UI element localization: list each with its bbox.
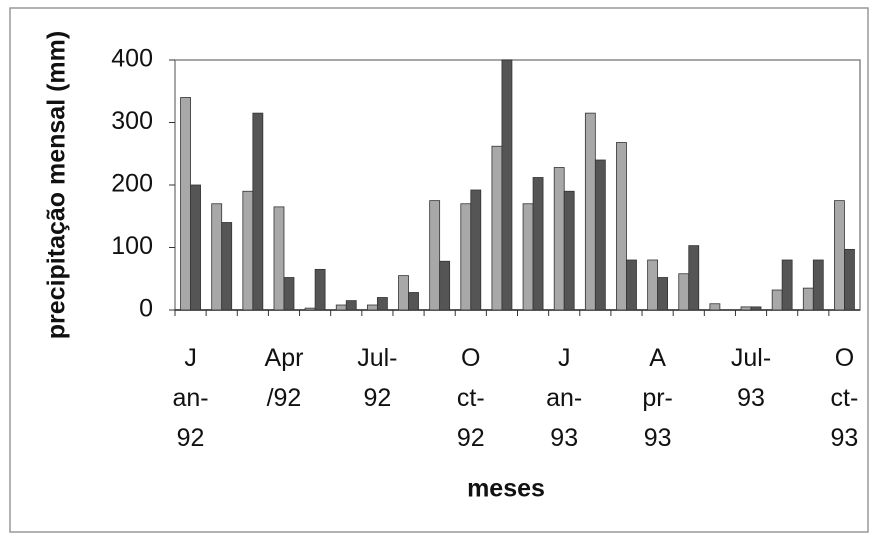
bar xyxy=(190,184,201,311)
x-tick-label: J an- 92 xyxy=(172,344,209,452)
bar xyxy=(834,200,845,311)
bar xyxy=(594,159,606,311)
bar xyxy=(242,190,254,311)
y-tick-label: 400 xyxy=(111,45,153,73)
x-tick-label: Apr /92 xyxy=(264,344,304,412)
bar xyxy=(314,268,326,311)
bar xyxy=(584,112,596,311)
bar xyxy=(616,142,627,311)
bar xyxy=(335,304,347,311)
bar xyxy=(491,145,503,311)
bar xyxy=(460,203,472,311)
bar xyxy=(647,259,659,311)
chart-border xyxy=(9,7,869,533)
bar xyxy=(376,297,388,311)
y-tick-label: 300 xyxy=(111,107,153,135)
y-tick-label: 200 xyxy=(111,170,153,198)
bar xyxy=(429,200,441,311)
bar xyxy=(345,300,357,311)
y-tick-label: 100 xyxy=(111,232,153,260)
bar xyxy=(398,275,409,311)
bar xyxy=(844,248,855,311)
bar xyxy=(211,203,223,311)
x-axis-title: meses xyxy=(467,475,545,503)
bar xyxy=(771,289,783,311)
bar xyxy=(626,259,637,311)
bar xyxy=(470,189,482,311)
x-tick-label: O ct- 92 xyxy=(456,344,485,452)
bar xyxy=(366,304,378,311)
y-tick-label: 0 xyxy=(139,295,153,323)
bar xyxy=(657,277,669,311)
bar xyxy=(408,292,419,311)
bar xyxy=(252,112,264,311)
bar xyxy=(563,190,575,311)
bar xyxy=(304,307,316,311)
bar xyxy=(522,203,534,311)
bar xyxy=(283,277,295,311)
bar xyxy=(221,222,233,311)
bar xyxy=(678,273,690,311)
y-axis-title: precipitação mensal (mm) xyxy=(43,31,71,339)
bar xyxy=(553,167,565,311)
bar xyxy=(812,259,824,311)
x-tick-label: Jul- 92 xyxy=(357,344,398,412)
bar xyxy=(740,306,752,311)
x-tick-label: Jul- 93 xyxy=(730,344,772,412)
x-tick-label: A pr- 93 xyxy=(642,344,673,452)
bar xyxy=(439,260,451,311)
bar xyxy=(802,287,814,311)
x-tick-label: O ct- 93 xyxy=(830,344,859,452)
bar xyxy=(688,245,700,311)
bar xyxy=(781,259,793,311)
bar xyxy=(532,177,544,311)
bar xyxy=(180,97,191,311)
bar xyxy=(273,206,285,311)
x-tick-label: J an- 93 xyxy=(546,344,583,452)
bar xyxy=(709,303,721,311)
bar xyxy=(501,59,513,311)
bar xyxy=(750,306,762,311)
